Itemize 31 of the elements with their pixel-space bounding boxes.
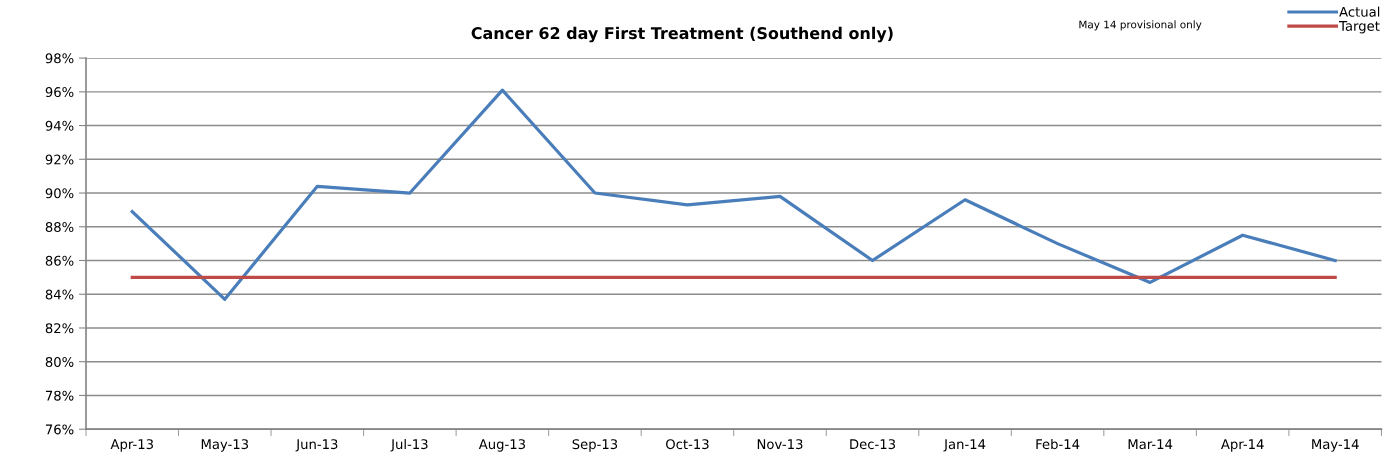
y-tick-label: 80% bbox=[45, 356, 74, 367]
legend-label: Actual bbox=[1339, 6, 1380, 17]
y-tick-label: 92% bbox=[45, 154, 74, 165]
x-tick-label: Nov-13 bbox=[757, 439, 803, 450]
x-tick-label: Jan-14 bbox=[943, 439, 986, 452]
y-tick-label: 78% bbox=[45, 390, 74, 401]
x-tick-label: Sep-13 bbox=[572, 439, 618, 452]
y-tick-label: 82% bbox=[45, 323, 74, 334]
y-tick-label: 98% bbox=[45, 53, 74, 64]
line-series bbox=[130, 88, 1337, 301]
y-tick-label: 96% bbox=[45, 87, 74, 98]
y-tick-label: 94% bbox=[45, 120, 74, 131]
x-tick-label: Apr-13 bbox=[110, 439, 153, 452]
x-tick-label: Mar-14 bbox=[1128, 439, 1173, 450]
x-tick-label: Aug-13 bbox=[478, 439, 525, 452]
x-tick-label: May-13 bbox=[201, 439, 249, 452]
y-tick-label: 86% bbox=[45, 255, 74, 266]
x-tick-label: Dec-13 bbox=[850, 439, 896, 450]
y-tick-label: 76% bbox=[45, 424, 74, 435]
x-tick-label: Jun-13 bbox=[295, 439, 338, 452]
x-tick-label: Feb-14 bbox=[1036, 438, 1080, 450]
y-tick-label: 84% bbox=[45, 289, 74, 300]
legend-label: Target bbox=[1339, 21, 1380, 34]
x-tick-label: May-14 bbox=[1312, 439, 1359, 452]
y-tick-label: 88% bbox=[45, 221, 74, 232]
x-tick-label: Jul-13 bbox=[390, 438, 428, 452]
y-tick-label: 90% bbox=[45, 188, 74, 199]
x-tick-label: Oct-13 bbox=[666, 439, 709, 450]
chart-title: Cancer 62 day First Treatment (Southend only) bbox=[471, 26, 893, 43]
x-tick-label: Apr-14 bbox=[1220, 439, 1264, 452]
text: May 14 provisional only bbox=[1079, 20, 1202, 31]
